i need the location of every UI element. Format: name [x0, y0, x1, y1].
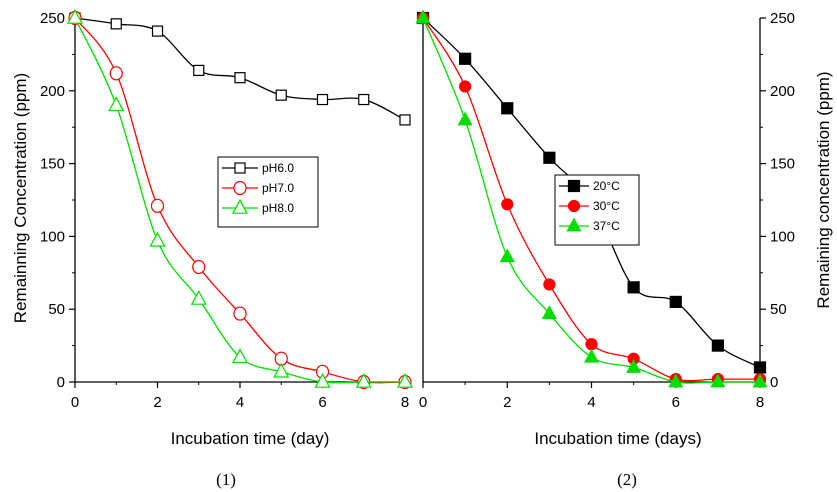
panel2-caption: (2) — [617, 470, 637, 489]
data-point — [459, 80, 472, 93]
data-point — [233, 306, 247, 321]
series-line-2 — [74, 17, 406, 384]
data-point — [273, 362, 290, 378]
data-point — [415, 9, 431, 24]
series-line-1 — [74, 17, 406, 121]
data-point — [627, 281, 640, 294]
x-tick-label: 8 — [401, 394, 409, 411]
data-point — [501, 198, 514, 211]
data-point — [585, 338, 598, 351]
panel1-plot: 0 2 4 6 8 0 50 100 150 200 250 pH6.0 pH7.0 pH8.0 — [40, 8, 414, 411]
data-point — [66, 8, 84, 24]
x-tick-label: 6 — [672, 394, 680, 411]
data-point — [190, 289, 207, 305]
legend-marker — [566, 217, 582, 232]
data-point — [752, 373, 768, 388]
legend-marker — [567, 179, 581, 193]
legend-label: 20°C — [593, 179, 620, 193]
data-point — [457, 111, 473, 126]
y-tick-label: 0 — [57, 374, 65, 391]
panel1-xlabel: Incubation time (day) — [171, 429, 330, 448]
data-point — [109, 66, 123, 81]
data-point — [669, 295, 682, 309]
legend-label: pH8.0 — [262, 201, 294, 215]
data-point — [583, 348, 600, 363]
y-tick-label: 100 — [770, 228, 795, 245]
y-tick-label: 250 — [40, 10, 65, 27]
legend-marker — [231, 198, 249, 214]
data-point — [151, 25, 164, 37]
data-point — [193, 64, 205, 77]
legend-label: 30°C — [593, 199, 620, 213]
data-point — [192, 259, 206, 275]
x-tick-label: 6 — [318, 394, 326, 411]
data-point — [110, 18, 122, 30]
data-point — [711, 339, 724, 352]
data-point — [231, 348, 249, 364]
data-point — [399, 114, 411, 126]
y-tick-label: 200 — [40, 83, 65, 100]
panel1-ylabel: Remainning Concentration (ppm) — [11, 73, 30, 323]
legend-marker — [234, 162, 246, 174]
data-point — [149, 231, 166, 247]
y-tick-label: 150 — [770, 156, 795, 173]
y-tick-label: 0 — [770, 374, 778, 391]
legend-marker — [233, 180, 247, 196]
legend-label: pH7.0 — [262, 181, 294, 195]
data-point — [626, 358, 642, 373]
legend-marker — [567, 199, 581, 213]
data-point — [314, 372, 331, 388]
data-point — [108, 96, 125, 112]
data-point — [150, 198, 165, 213]
x-tick-label: 2 — [503, 394, 511, 411]
series-line-2 — [422, 17, 760, 382]
data-point — [710, 373, 726, 388]
x-tick-label: 0 — [71, 394, 79, 411]
data-point — [668, 373, 684, 388]
data-point — [459, 52, 472, 65]
panel1-caption: (1) — [216, 470, 236, 489]
y-tick-label: 200 — [770, 83, 795, 100]
y-tick-label: 50 — [48, 301, 65, 318]
y-tick-label: 50 — [770, 301, 787, 318]
data-point — [501, 102, 514, 115]
x-tick-label: 4 — [236, 394, 244, 411]
data-point — [543, 151, 556, 164]
x-tick-label: 0 — [419, 394, 427, 411]
legend-label: pH6.0 — [262, 161, 294, 175]
data-point — [316, 93, 329, 106]
data-point — [499, 248, 515, 263]
data-point — [358, 93, 370, 106]
series-line-3 — [422, 17, 760, 384]
legend-label: 37°C — [593, 219, 620, 233]
data-point — [543, 278, 556, 291]
x-tick-label: 8 — [756, 394, 764, 411]
y-tick-label: 250 — [770, 10, 795, 27]
data-point — [753, 361, 767, 374]
panel2-xlabel: Incubation time (days) — [534, 429, 701, 448]
data-point — [541, 305, 557, 319]
series-line-3 — [74, 17, 405, 384]
y-tick-label: 100 — [40, 228, 65, 245]
data-point — [355, 372, 372, 388]
x-tick-label: 4 — [587, 394, 595, 411]
x-tick-label: 2 — [153, 394, 161, 411]
data-point — [234, 72, 246, 84]
y-tick-label: 150 — [40, 156, 65, 173]
data-point — [396, 372, 414, 388]
panel2-ylabel: Remaining concentration (ppm) — [814, 71, 833, 308]
data-point — [275, 89, 287, 101]
